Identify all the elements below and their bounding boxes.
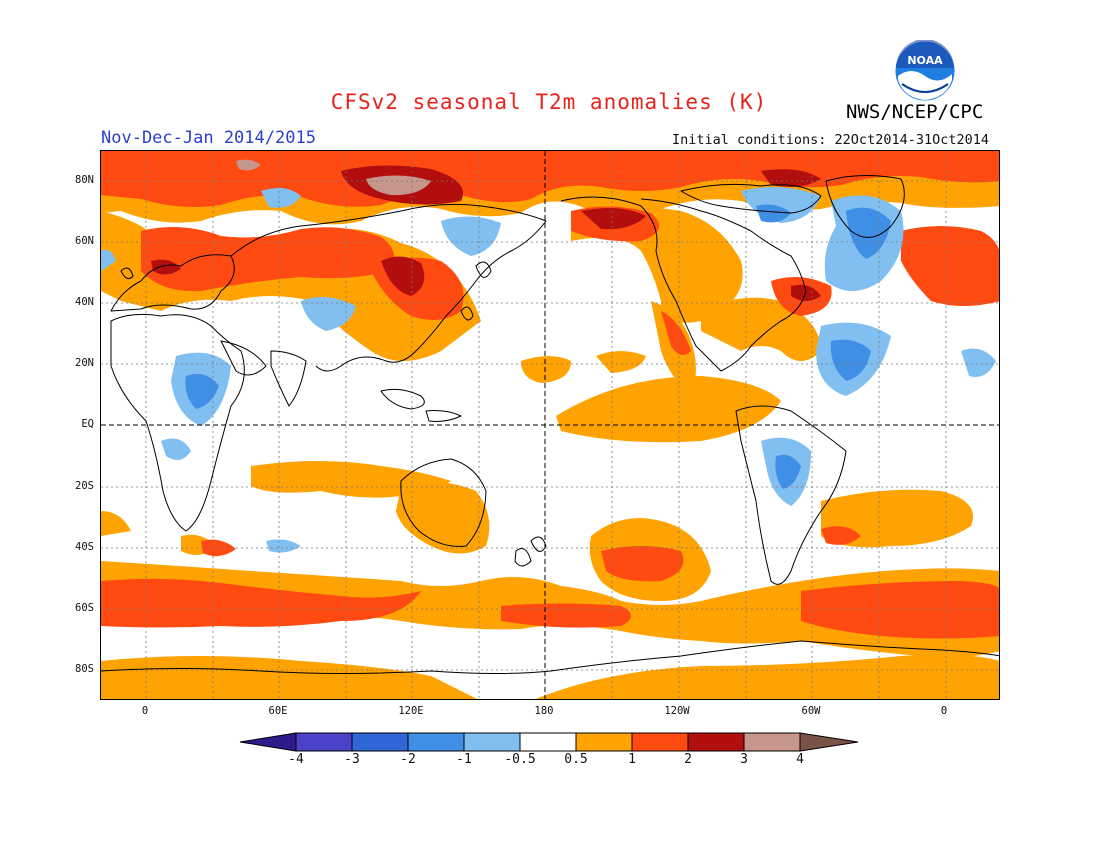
colorbar-arrow-low bbox=[239, 732, 297, 752]
initial-conditions-label: Initial conditions: 22Oct2014-31Oct2014 bbox=[672, 132, 989, 148]
lon-label: 120E bbox=[398, 705, 424, 717]
lon-label: 60W bbox=[801, 705, 821, 717]
colorbar-label: -4 bbox=[288, 752, 304, 767]
anomaly-red bbox=[101, 151, 999, 639]
lat-label: EQ bbox=[81, 418, 94, 430]
lon-label: 180 bbox=[534, 705, 554, 717]
colorbar bbox=[239, 732, 859, 752]
lat-label: 20S bbox=[75, 480, 94, 492]
colorbar-label: 4 bbox=[796, 752, 804, 767]
lat-label: 80S bbox=[75, 663, 94, 675]
coastlines bbox=[101, 174, 999, 674]
anomaly-map-svg bbox=[101, 151, 999, 699]
colorbar-label: -3 bbox=[344, 752, 360, 767]
agency-label: NWS/NCEP/CPC bbox=[846, 101, 984, 123]
logo-text: NOAA bbox=[907, 54, 943, 67]
colorbar-arrow-high bbox=[799, 732, 859, 752]
reference-lines bbox=[101, 151, 999, 699]
lat-label: 80N bbox=[75, 174, 94, 186]
anomaly-map bbox=[100, 150, 1000, 700]
lat-label: 20N bbox=[75, 357, 94, 369]
colorbar-label: -2 bbox=[400, 752, 416, 767]
lat-label: 40S bbox=[75, 541, 94, 553]
colorbar-label: 3 bbox=[740, 752, 748, 767]
colorbar-label: -0.5 bbox=[504, 752, 536, 767]
colorbar-label: 0.5 bbox=[564, 752, 588, 767]
season-label: Nov-Dec-Jan 2014/2015 bbox=[101, 128, 316, 148]
colorbar-label: 1 bbox=[628, 752, 636, 767]
lon-label: 0 bbox=[141, 705, 149, 717]
anomaly-blue bbox=[185, 204, 891, 489]
lon-label: 0 bbox=[940, 705, 948, 717]
map-title: CFSv2 seasonal T2m anomalies (K) bbox=[330, 90, 768, 114]
lat-label: 60S bbox=[75, 602, 94, 614]
lat-label: 60N bbox=[75, 235, 94, 247]
colorbar-label: -1 bbox=[456, 752, 472, 767]
colorbar-label: 2 bbox=[684, 752, 692, 767]
anomaly-brown bbox=[236, 159, 431, 196]
lat-label: 40N bbox=[75, 296, 94, 308]
lon-label: 60E bbox=[268, 705, 288, 717]
noaa-logo: NOAA bbox=[894, 40, 956, 102]
lon-label: 120W bbox=[664, 705, 690, 717]
